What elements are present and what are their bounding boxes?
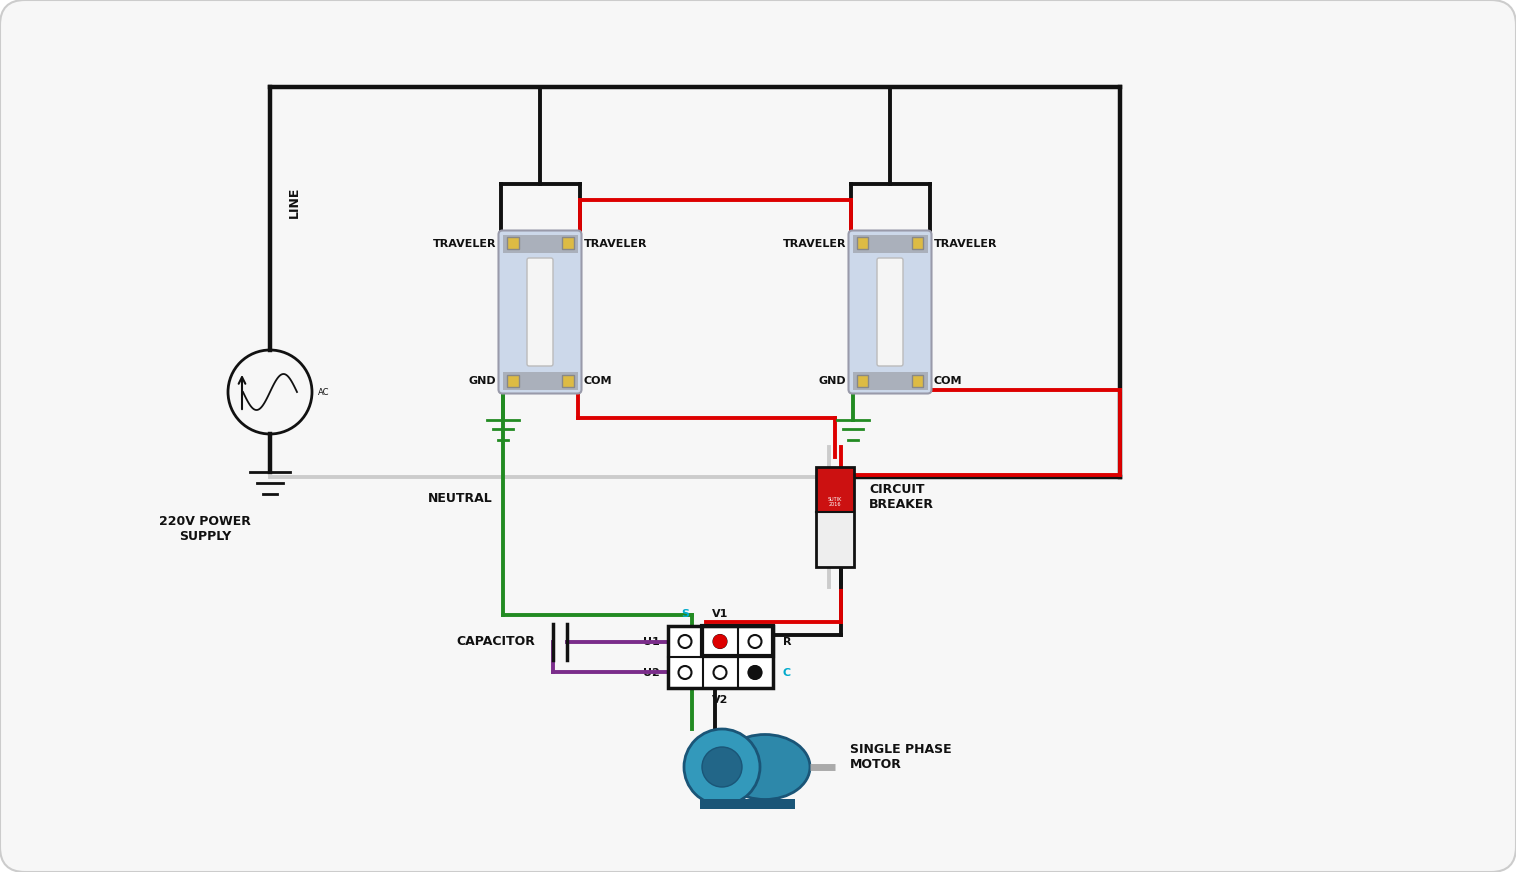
FancyBboxPatch shape	[876, 258, 904, 366]
Text: SUTIK
2016: SUTIK 2016	[828, 496, 843, 508]
Text: GND: GND	[819, 376, 846, 385]
Bar	[506, 374, 518, 386]
Text: U2: U2	[643, 667, 659, 678]
Text: CIRCUIT
BREAKER: CIRCUIT BREAKER	[869, 483, 934, 511]
Text: NEUTRAL: NEUTRAL	[428, 492, 493, 505]
Text: V2: V2	[713, 695, 728, 705]
Text: AC: AC	[318, 387, 329, 397]
FancyBboxPatch shape	[499, 230, 582, 393]
Text: R: R	[782, 637, 791, 646]
Bar	[857, 374, 869, 386]
Circle shape	[684, 729, 760, 805]
Text: COM: COM	[934, 376, 963, 385]
Text: CAPACITOR: CAPACITOR	[456, 635, 535, 648]
Bar	[502, 235, 578, 253]
Bar	[502, 371, 578, 390]
Circle shape	[749, 666, 761, 679]
Bar	[911, 374, 923, 386]
Text: TRAVELER: TRAVELER	[584, 239, 647, 249]
Bar	[506, 237, 518, 249]
Bar	[911, 237, 923, 249]
Bar	[816, 467, 854, 567]
Text: TRAVELER: TRAVELER	[782, 239, 846, 249]
Text: C: C	[782, 667, 791, 678]
Bar	[561, 237, 573, 249]
Circle shape	[714, 635, 726, 648]
Text: U1: U1	[643, 637, 659, 646]
Circle shape	[702, 747, 741, 787]
FancyBboxPatch shape	[528, 258, 553, 366]
Text: GND: GND	[468, 376, 497, 385]
Text: LINE: LINE	[288, 187, 302, 218]
FancyBboxPatch shape	[849, 230, 931, 393]
Text: TRAVELER: TRAVELER	[934, 239, 998, 249]
Ellipse shape	[720, 734, 810, 800]
Bar	[700, 799, 794, 809]
Text: V1: V1	[713, 609, 728, 619]
Bar	[816, 467, 854, 567]
Text: TRAVELER: TRAVELER	[434, 239, 497, 249]
Text: SINGLE PHASE
MOTOR: SINGLE PHASE MOTOR	[850, 743, 952, 771]
Bar	[852, 371, 928, 390]
Bar	[852, 235, 928, 253]
Bar	[561, 374, 573, 386]
Text: COM: COM	[584, 376, 612, 385]
Text: 220V POWER
SUPPLY: 220V POWER SUPPLY	[159, 515, 252, 543]
Bar	[702, 626, 773, 656]
Bar	[857, 237, 869, 249]
Bar	[816, 467, 854, 512]
Bar	[667, 626, 773, 688]
Text: S: S	[681, 609, 688, 619]
